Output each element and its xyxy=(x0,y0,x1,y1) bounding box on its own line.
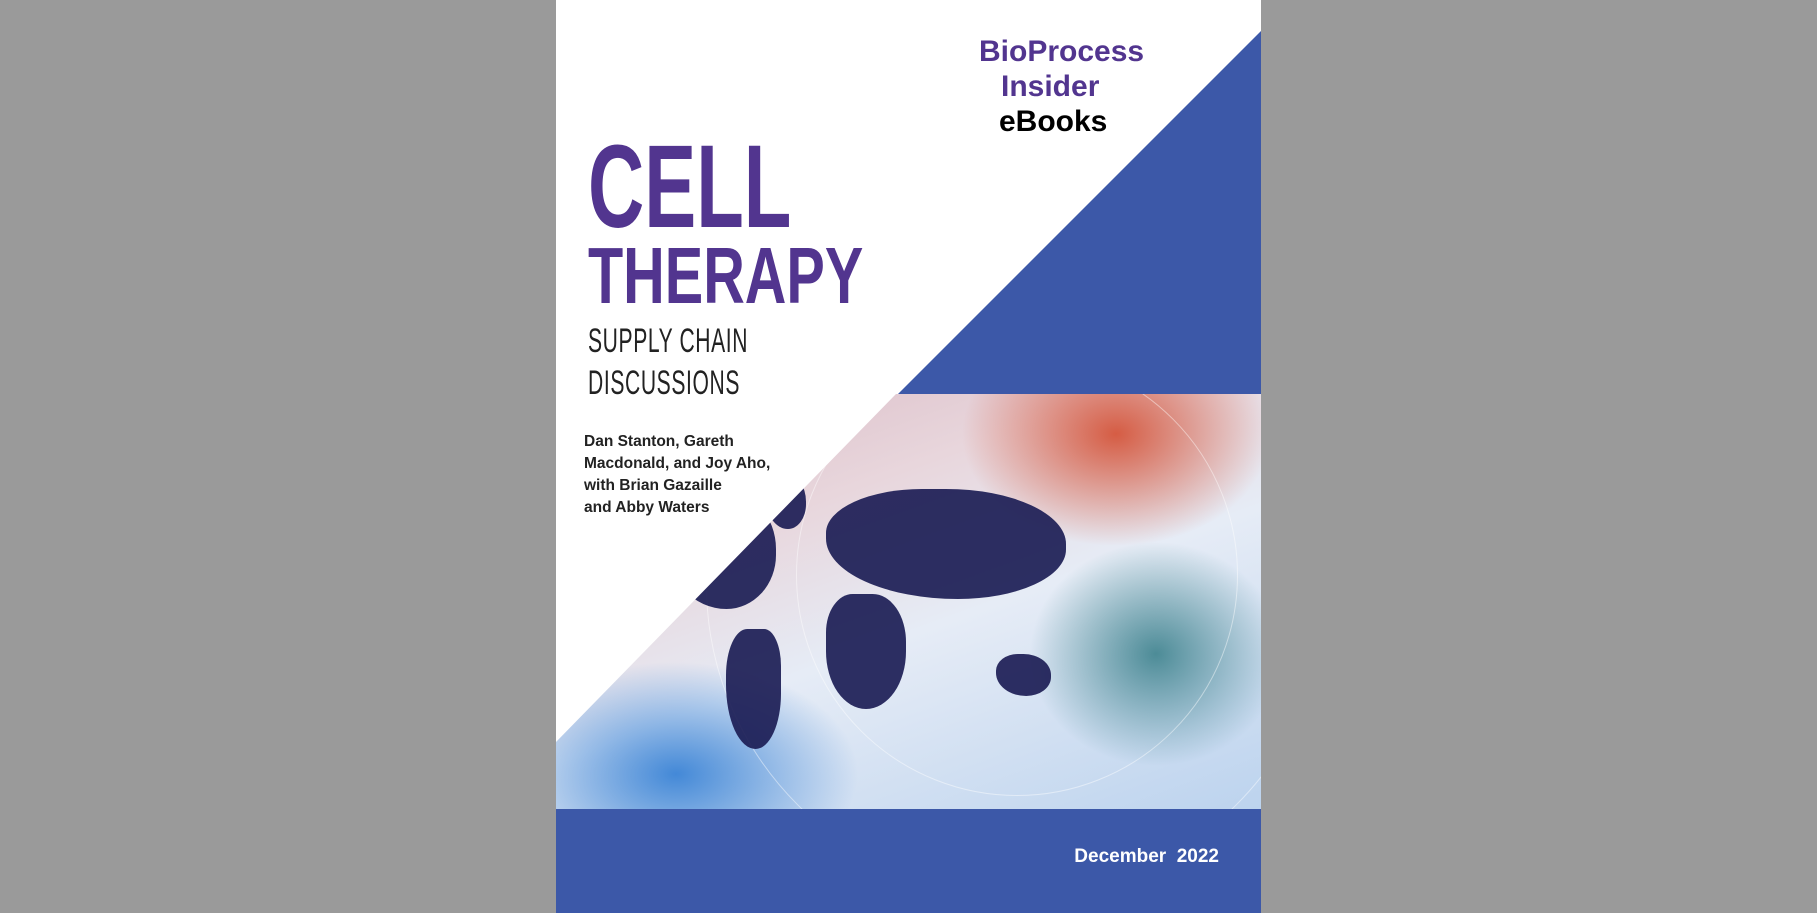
subtitle-line-1: SUPPLY CHAIN xyxy=(588,322,749,360)
publication-date: December 2022 xyxy=(1074,846,1219,867)
eurasia xyxy=(826,489,1066,599)
author-line: Dan Stanton, Gareth xyxy=(584,433,734,450)
ebook-cover-page: BioProcess Insider eBooks CELL THERAPY S… xyxy=(556,0,1261,913)
subtitle-line-2: DISCUSSIONS xyxy=(588,364,741,402)
brand-insider: Insider xyxy=(1001,70,1100,103)
bottom-band xyxy=(556,809,1261,913)
africa xyxy=(826,594,906,709)
title-cell: CELL xyxy=(588,121,792,253)
author-line: with Brian Gazaille xyxy=(584,477,722,494)
south-america xyxy=(726,629,781,749)
australia xyxy=(996,654,1051,696)
title-therapy: THERAPY xyxy=(588,231,864,320)
author-line: and Abby Waters xyxy=(584,499,710,516)
greenland xyxy=(766,474,806,529)
brand-bioprocess: BioProcess xyxy=(979,35,1145,68)
brand-ebooks: eBooks xyxy=(999,105,1108,138)
author-line: Macdonald, and Joy Aho, xyxy=(584,455,771,472)
